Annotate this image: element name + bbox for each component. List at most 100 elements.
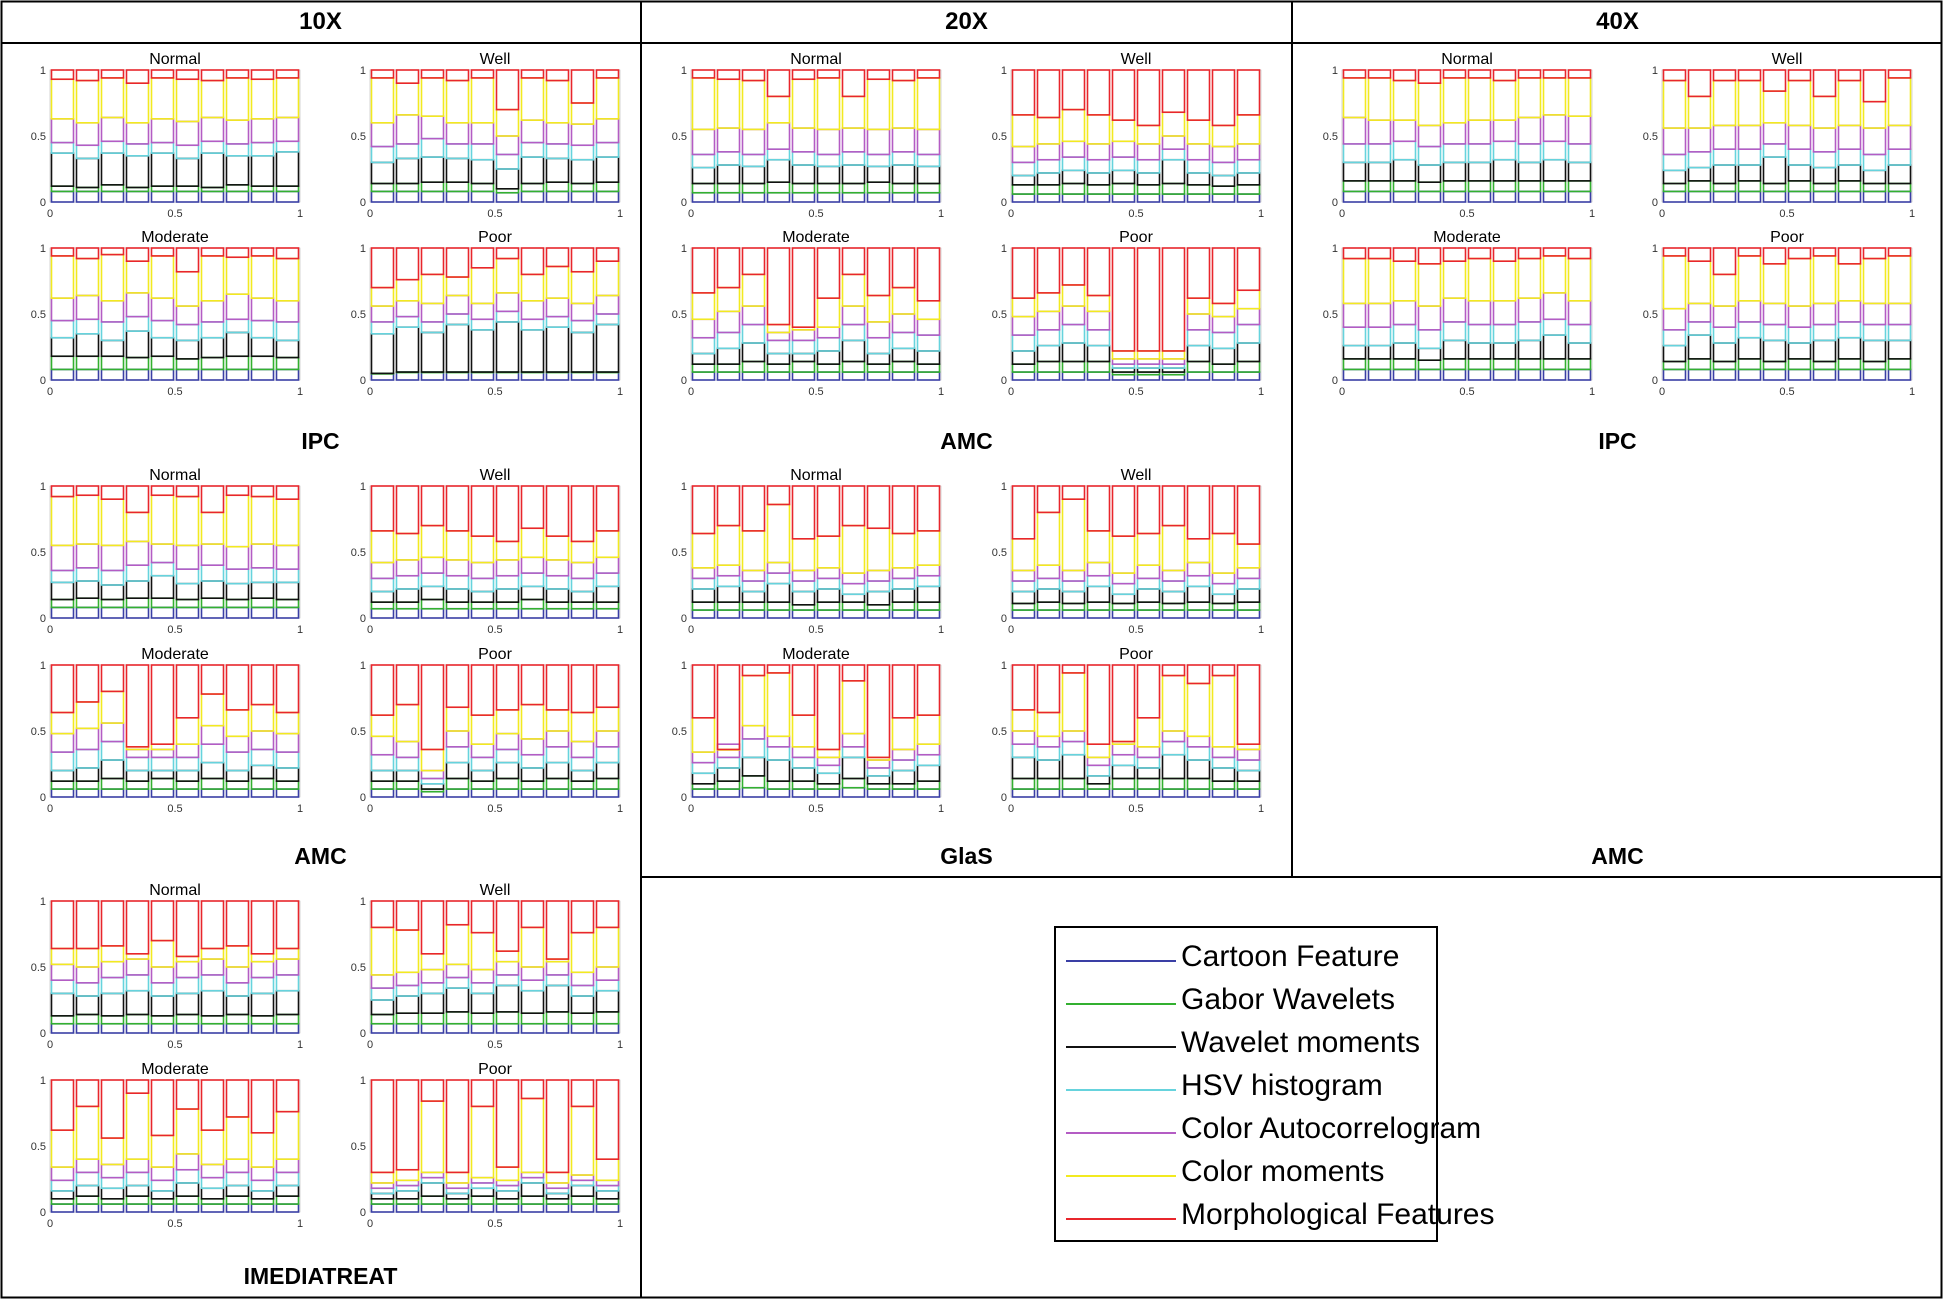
y-tick-label: 0.5 <box>31 131 46 143</box>
bar-segment <box>595 247 620 262</box>
bar-segment <box>200 1079 225 1131</box>
bar-segment <box>1837 247 1862 265</box>
plot-area <box>369 485 621 619</box>
bar-segment <box>395 1079 420 1171</box>
y-tick-label: 0 <box>40 1207 46 1219</box>
chart-panel-20: Normal 0 0.5 1 0 0.5 1 <box>1308 51 1598 224</box>
chart-panel-14: Moderate 0 0.5 1 0 0.5 1 <box>657 229 947 402</box>
bar-segment <box>1011 485 1036 540</box>
bar-segment <box>1812 247 1837 257</box>
bar-segment <box>741 664 766 677</box>
bar-segment <box>1211 247 1236 305</box>
bar-segment <box>1061 247 1086 286</box>
bar-segment <box>175 664 200 719</box>
bar-segment <box>891 247 916 289</box>
bar-segment <box>470 485 495 537</box>
chart-panel-16: Normal 0 0.5 1 0 0.5 1 <box>657 467 947 640</box>
bar-segment <box>125 485 150 514</box>
bar-segment <box>716 69 741 81</box>
y-tick-label: 0 <box>1332 375 1338 387</box>
chart-svg: Moderate 0 0.5 1 0 0.5 1 <box>31 229 303 398</box>
bar-segment <box>716 485 741 527</box>
chart-svg: Moderate 0 0.5 1 0 0.5 1 <box>672 646 944 815</box>
y-tick-label: 1 <box>40 896 46 908</box>
x-tick-label: 0.5 <box>1779 208 1794 220</box>
bar-segment <box>225 485 250 497</box>
chart-title: Normal <box>149 467 201 484</box>
bar-segment <box>1036 69 1061 119</box>
x-tick-label: 0 <box>367 1218 373 1230</box>
y-tick-label: 0 <box>360 792 366 804</box>
x-tick-label: 1 <box>297 1039 303 1051</box>
y-tick-label: 1 <box>360 1075 366 1087</box>
x-tick-label: 1 <box>297 208 303 220</box>
plot-area <box>369 900 621 1034</box>
bar-segment <box>1887 69 1912 79</box>
x-tick-label: 0 <box>47 386 53 398</box>
bar-segment <box>766 69 791 98</box>
bar-segment <box>1136 664 1161 719</box>
bar-segment <box>791 247 816 328</box>
bar-segment <box>420 900 445 955</box>
bar-segment <box>175 900 200 958</box>
chart-title: Poor <box>478 229 512 246</box>
plot-area <box>369 1079 621 1213</box>
bar-segment <box>150 664 175 745</box>
y-tick-label: 1 <box>1332 243 1338 255</box>
bar-segment <box>1186 69 1211 121</box>
bar-segment <box>1086 485 1111 532</box>
x-tick-label: 0 <box>367 1039 373 1051</box>
y-tick-label: 0 <box>1001 197 1007 209</box>
bar-segment <box>766 485 791 506</box>
x-tick-label: 0 <box>367 624 373 636</box>
x-tick-label: 1 <box>297 803 303 815</box>
bar-segment <box>100 485 125 500</box>
legend-label: Morphological Features <box>1181 1198 1495 1231</box>
bar-segment <box>420 69 445 79</box>
bar-segment <box>1036 247 1061 294</box>
plot-area <box>369 664 621 798</box>
chart-panel-8: Normal 0 0.5 1 0 0.5 1 <box>16 882 306 1055</box>
bar-segment <box>100 69 125 79</box>
bar-segment <box>275 900 300 950</box>
x-tick-label: 0 <box>1659 386 1665 398</box>
bar-segment <box>841 247 866 276</box>
y-tick-label: 0.5 <box>1323 309 1338 321</box>
chart-panel-9: Well 0 0.5 1 0 0.5 1 <box>336 882 626 1055</box>
chart-title: Poor <box>478 646 512 663</box>
bar-segment <box>1837 69 1862 82</box>
bar-segment <box>595 69 620 79</box>
bar-segment <box>175 1079 200 1110</box>
bar-segment <box>200 485 225 514</box>
bar-segment <box>275 247 300 260</box>
bar-segment <box>75 69 100 82</box>
y-tick-label: 1 <box>1652 243 1658 255</box>
chart-title: Moderate <box>782 646 850 663</box>
bar-segment <box>250 247 275 257</box>
bar-segment <box>1492 247 1517 262</box>
bar-segment <box>1111 664 1136 743</box>
bar-segment <box>150 247 175 257</box>
bar-segment <box>1367 247 1392 260</box>
plot-area <box>1010 69 1262 203</box>
x-tick-label: 1 <box>617 803 623 815</box>
bar-segment <box>445 664 470 709</box>
bar-segment <box>445 900 470 926</box>
legend-item-color-moments: Color moments <box>1056 1153 1436 1193</box>
bar-segment <box>200 247 225 257</box>
legend-label: Wavelet moments <box>1181 1026 1420 1059</box>
chart-svg: Normal 0 0.5 1 0 0.5 1 <box>31 882 303 1051</box>
bar-segment <box>395 485 420 535</box>
bar-segment <box>691 664 716 719</box>
chart-svg: Well 0 0.5 1 0 0.5 1 <box>351 882 623 1051</box>
chart-panel-19: Poor 0 0.5 1 0 0.5 1 <box>977 646 1267 819</box>
bar-segment <box>916 664 941 716</box>
bar-segment <box>916 69 941 79</box>
x-tick-label: 1 <box>1589 208 1595 220</box>
chart-title: Poor <box>478 1061 512 1078</box>
bar-segment <box>1036 485 1061 514</box>
bar-segment <box>741 485 766 532</box>
x-tick-label: 0.5 <box>167 803 182 815</box>
bar-segment <box>1862 69 1887 103</box>
